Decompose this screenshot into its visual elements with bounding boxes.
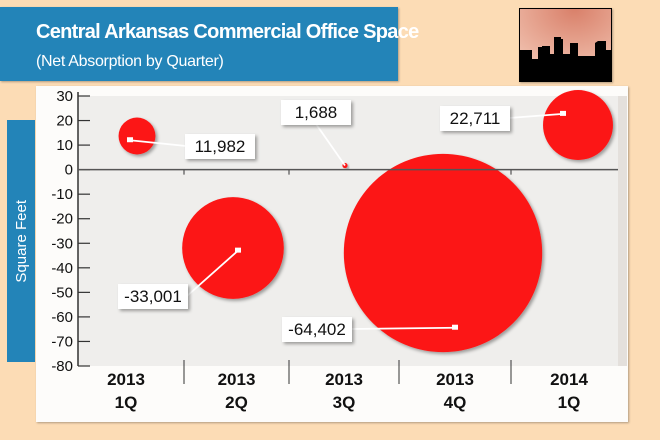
data-label: 22,711 [450,109,501,128]
x-category-label: 2Q [225,393,248,412]
data-label: 11,982 [195,137,246,156]
data-label: -33,001 [124,287,182,306]
plot-edge [618,96,627,366]
data-point-marker [127,137,133,143]
data-label: -64,402 [288,320,346,339]
x-category-label: 2013 [325,370,363,389]
data-point-marker [452,324,458,330]
data-point-marker [560,110,566,116]
leader-line [186,249,239,297]
skyline-image [519,8,612,82]
x-category-label: 1Q [558,393,581,412]
data-label-box [440,106,510,131]
leader-line [315,123,346,167]
y-tick-label: -10 [51,186,73,203]
bubble [543,90,613,160]
bubbles [118,90,613,353]
x-category-label: 2014 [550,370,588,389]
x-category-label: 1Q [115,393,138,412]
y-tick-label: -50 [51,284,73,301]
bubble [118,117,156,155]
y-tick-label: -60 [51,309,73,326]
y-tick-label: 0 [65,162,73,179]
data-label: 1,688 [295,103,338,122]
leader-line [129,139,187,147]
y-tick-label: 10 [56,137,73,154]
y-tick-label: -40 [51,260,73,277]
x-category-label: 3Q [333,393,356,412]
chart-subtitle: (Net Absorption by Quarter) [36,53,224,70]
data-label-box [282,317,352,342]
y-tick-label: -30 [51,235,73,252]
bubble [182,197,284,299]
y-tick-label: -20 [51,211,73,228]
x-category-label: 2013 [107,370,145,389]
x-category-label: 4Q [444,393,467,412]
x-category-label: 2013 [436,370,474,389]
data-label-box [281,100,351,125]
bubble [343,153,543,353]
data-label-box [118,284,188,309]
y-axis-label: Square Feet [7,120,35,362]
y-tick-label: 20 [56,113,73,130]
y-tick-label: 30 [56,88,73,105]
leader-line [508,112,564,119]
data-label-box [185,134,255,159]
y-tick-label: -80 [51,358,73,375]
data-point-marker [235,247,241,253]
chart-title: Central Arkansas Commercial Office Space [36,21,419,43]
y-tick-label: -70 [51,333,73,350]
title-banner: Central Arkansas Commercial Office Space… [0,7,419,81]
x-category-label: 2013 [218,370,256,389]
leader-line [350,326,456,330]
